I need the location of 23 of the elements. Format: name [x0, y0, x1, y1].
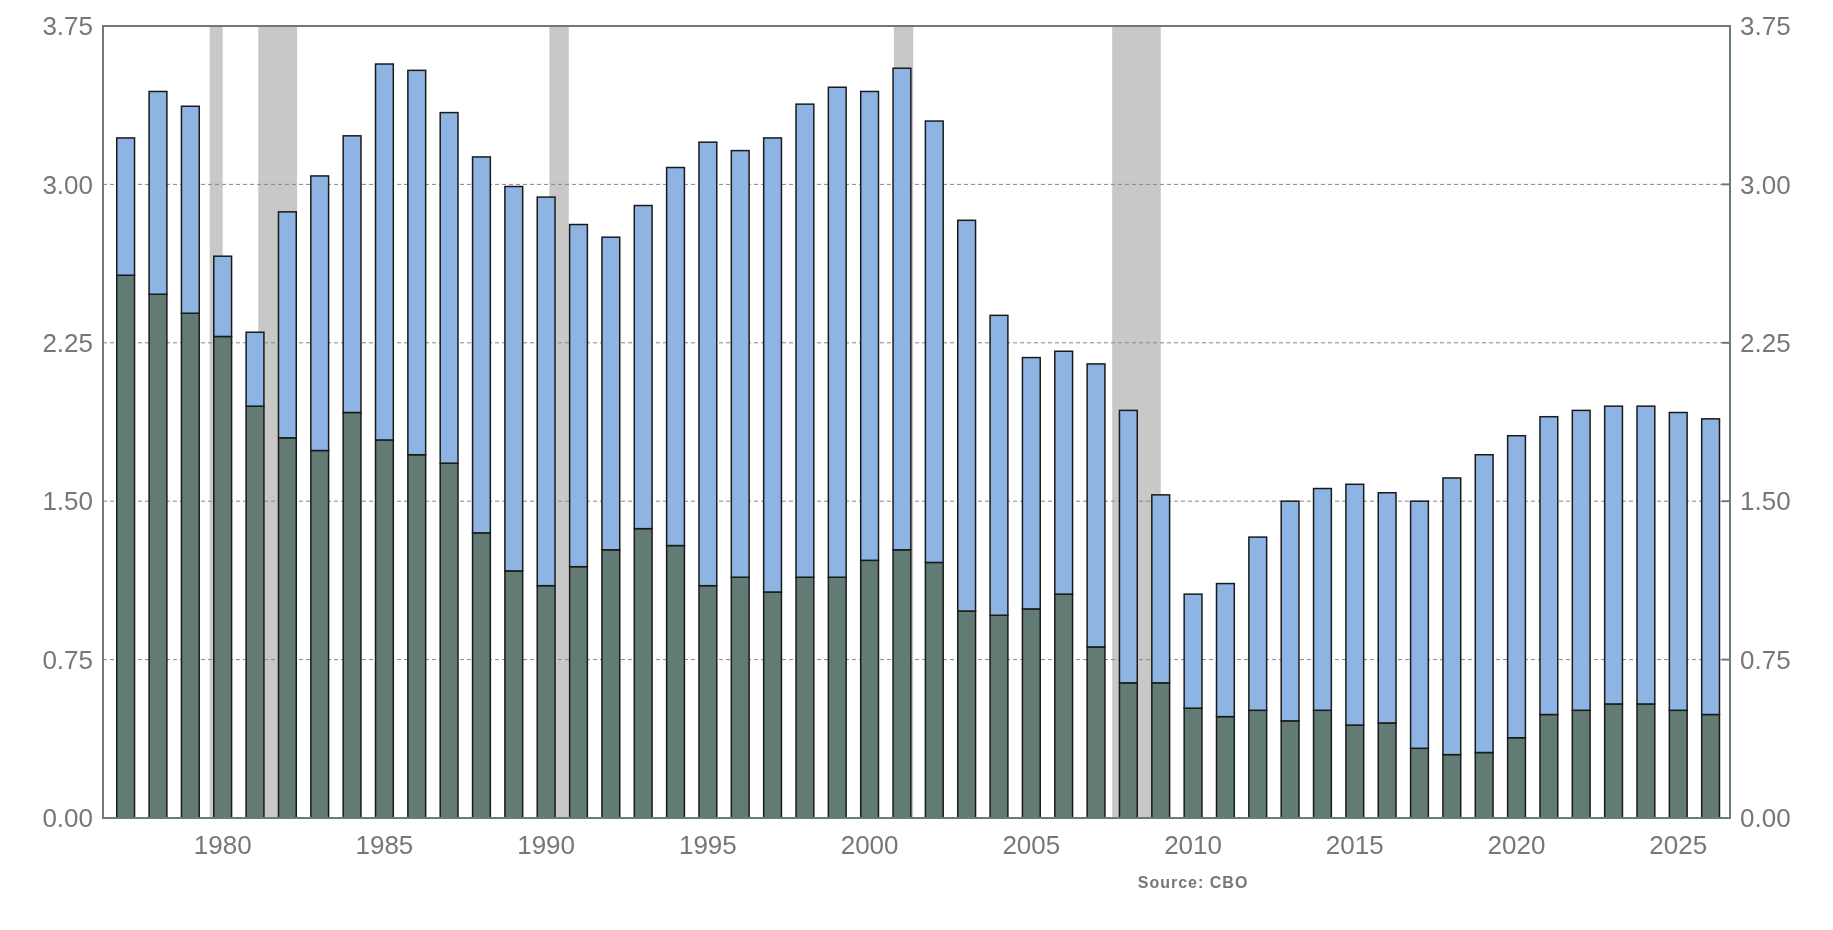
y-tick-label: 1.50 [42, 486, 93, 517]
x-tick-label: 1980 [193, 830, 252, 860]
y-tick-label: 3.75 [42, 11, 93, 42]
y-tick-label: 2.25 [42, 327, 93, 358]
y2-tick-label: 3.00 [1740, 169, 1791, 200]
x-tick-label: 2010 [1164, 830, 1222, 860]
x-tick-label: 1995 [678, 830, 737, 860]
y-tick-label: 3.00 [42, 169, 93, 200]
source-note: Source: CBO [1137, 874, 1249, 891]
y-tick-label: 0.00 [42, 803, 93, 834]
x-tick-label: 2005 [1002, 830, 1061, 860]
y2-tick-label: 0.00 [1740, 803, 1791, 834]
x-tick-label: 1985 [355, 830, 414, 860]
y2-tick-label: 1.50 [1740, 486, 1791, 517]
y2-tick-label: 2.25 [1740, 327, 1791, 358]
y2-tick-label: 3.75 [1740, 11, 1791, 42]
x-tick-label: 2000 [840, 830, 899, 860]
x-tick-label: 1990 [517, 830, 576, 860]
x-tick-label: 2015 [1325, 830, 1384, 860]
x-tick-label: 2025 [1649, 830, 1708, 860]
y-tick-label: 0.75 [42, 644, 93, 675]
x-tick-label: 2020 [1487, 830, 1546, 860]
y2-tick-label: 0.75 [1740, 644, 1791, 675]
